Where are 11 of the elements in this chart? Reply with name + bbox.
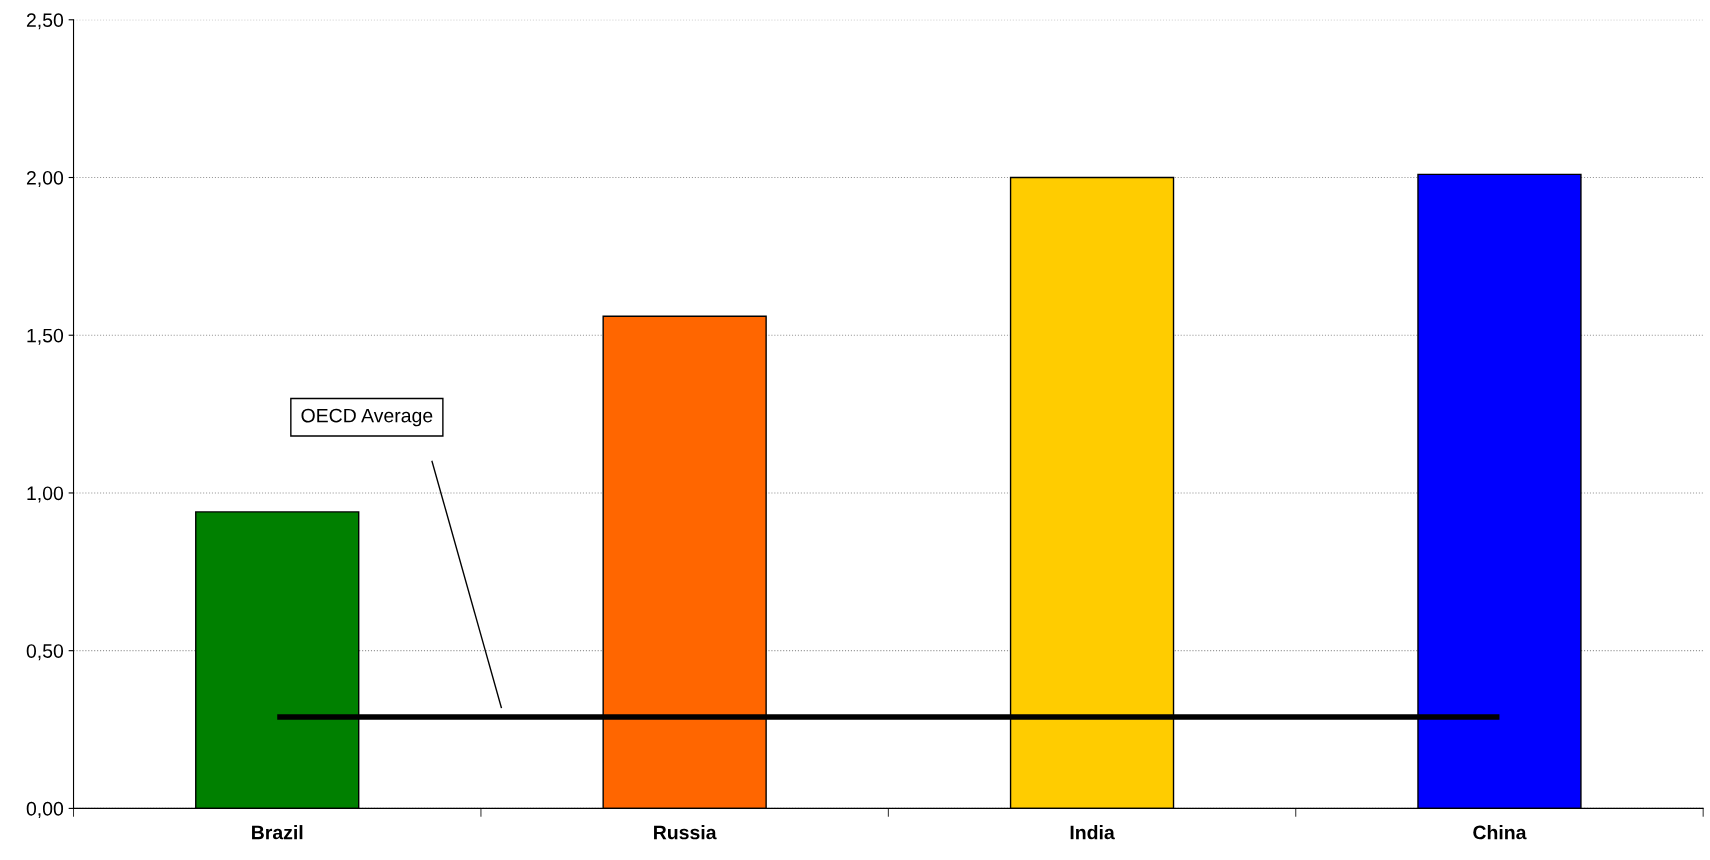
- x-tick-label: India: [1070, 825, 1115, 840]
- ref-line-label: OECD Average: [301, 408, 433, 427]
- x-tick-label: Brazil: [252, 825, 303, 840]
- y-tick-label: 1,50: [27, 328, 64, 345]
- y-tick-label: 1,00: [27, 486, 64, 503]
- y-tick-label: 2,00: [26, 170, 64, 188]
- x-tick-label: China: [1473, 825, 1527, 840]
- x-tick-label: Russia: [654, 825, 717, 840]
- y-tick-label: 2,50: [26, 13, 64, 30]
- y-tick-label: 0,50: [26, 644, 64, 661]
- y-tick-label: 0,00: [26, 801, 64, 818]
